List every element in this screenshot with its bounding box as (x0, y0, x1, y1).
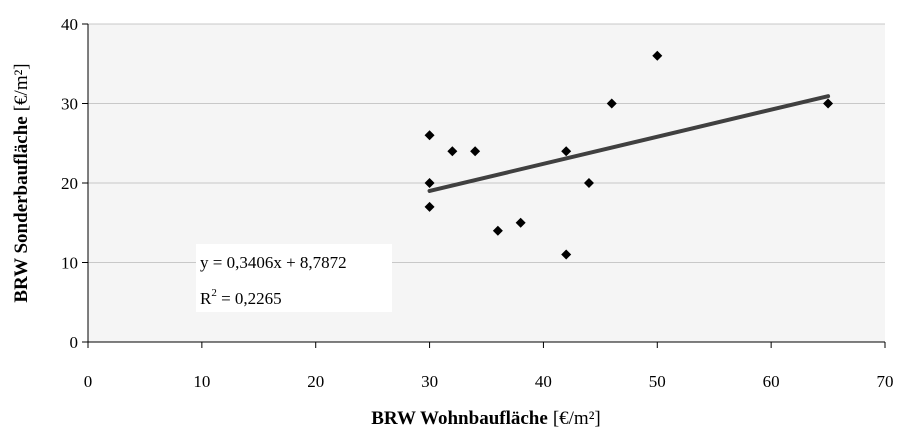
x-axis-title: BRW Wohnbaufläche [€/m²] (371, 408, 600, 429)
y-tick-label-40: 40 (61, 15, 78, 34)
y-tick-label-20: 20 (61, 174, 78, 193)
x-axis-title-unit: [€/m²] (553, 408, 601, 429)
y-tick-label-10: 10 (61, 254, 78, 273)
x-tick-label-40: 40 (535, 372, 552, 391)
y-tick-label-0: 0 (70, 333, 79, 352)
trendline-equation: y = 0,3406x + 8,7872 (200, 253, 347, 272)
x-tick-label-70: 70 (877, 372, 894, 391)
x-tick-label-0: 0 (84, 372, 93, 391)
x-axis-title-main: BRW Wohnbaufläche (371, 408, 548, 429)
y-tick-label-30: 30 (61, 95, 78, 114)
x-tick-label-10: 10 (193, 372, 210, 391)
r-squared-value: = 0,2265 (217, 289, 282, 308)
x-tick-label-20: 20 (307, 372, 324, 391)
x-tick-label-50: 50 (649, 372, 666, 391)
y-axis-title-main: BRW Sonderbaufläche (11, 116, 32, 302)
x-tick-labels: 0 10 20 30 40 50 60 70 (84, 372, 894, 391)
y-axis-title-unit: [€/m²] (11, 63, 32, 111)
x-tick-label-60: 60 (763, 372, 780, 391)
r-squared-prefix: R (200, 289, 212, 308)
y-tick-labels: 0 10 20 30 40 (61, 15, 78, 352)
y-axis-title: BRW Sonderbaufläche [€/m²] (11, 63, 32, 302)
x-tick-label-30: 30 (421, 372, 438, 391)
